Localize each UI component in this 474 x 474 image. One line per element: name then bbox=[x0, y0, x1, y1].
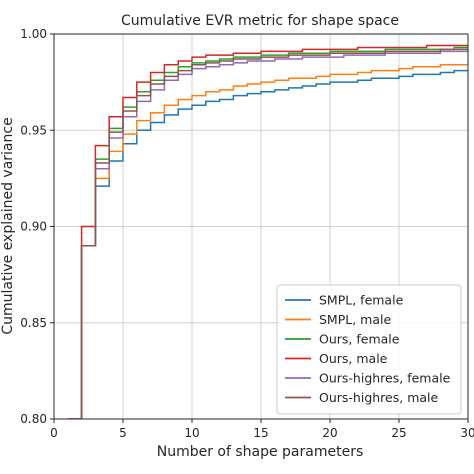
legend-label: Ours, male bbox=[319, 351, 388, 366]
series-line-smpl-male bbox=[67, 62, 468, 419]
axis-ticks: 0 5 10 15 20 25 30 0.80 0.85 0.90 0.95 1.00 bbox=[20, 27, 474, 440]
y-tick-label: 0.90 bbox=[20, 220, 47, 234]
x-tick-label: 5 bbox=[119, 426, 127, 440]
series-line-smpl-female bbox=[80, 69, 468, 419]
y-tick-label: 1.00 bbox=[20, 27, 47, 41]
series-line-ours-highres-male bbox=[80, 48, 468, 419]
x-tick-label: 30 bbox=[460, 426, 474, 440]
legend-label: SMPL, male bbox=[319, 312, 391, 327]
x-tick-label: 25 bbox=[391, 426, 406, 440]
x-tick-label: 10 bbox=[184, 426, 199, 440]
y-tick-label: 0.80 bbox=[20, 412, 47, 426]
y-tick-label: 0.95 bbox=[20, 123, 47, 137]
x-tick-label: 0 bbox=[50, 426, 58, 440]
series-lines bbox=[67, 44, 468, 419]
chart-title: Cumulative EVR metric for shape space bbox=[121, 13, 399, 29]
y-tick-label: 0.85 bbox=[20, 316, 47, 330]
legend-label: Ours-highres, female bbox=[319, 371, 451, 386]
legend: SMPL, female SMPL, male Ours, female Ours, … bbox=[276, 284, 462, 415]
x-tick-label: 15 bbox=[253, 426, 268, 440]
legend-box bbox=[276, 284, 462, 415]
legend-label: Ours-highres, male bbox=[319, 390, 438, 405]
x-tick-label: 20 bbox=[322, 426, 337, 440]
y-axis-label: Cumulative explained variance bbox=[0, 117, 16, 334]
legend-label: SMPL, female bbox=[319, 293, 404, 308]
x-axis-label: Number of shape parameters bbox=[157, 444, 364, 460]
legend-label: Ours, female bbox=[319, 332, 400, 347]
